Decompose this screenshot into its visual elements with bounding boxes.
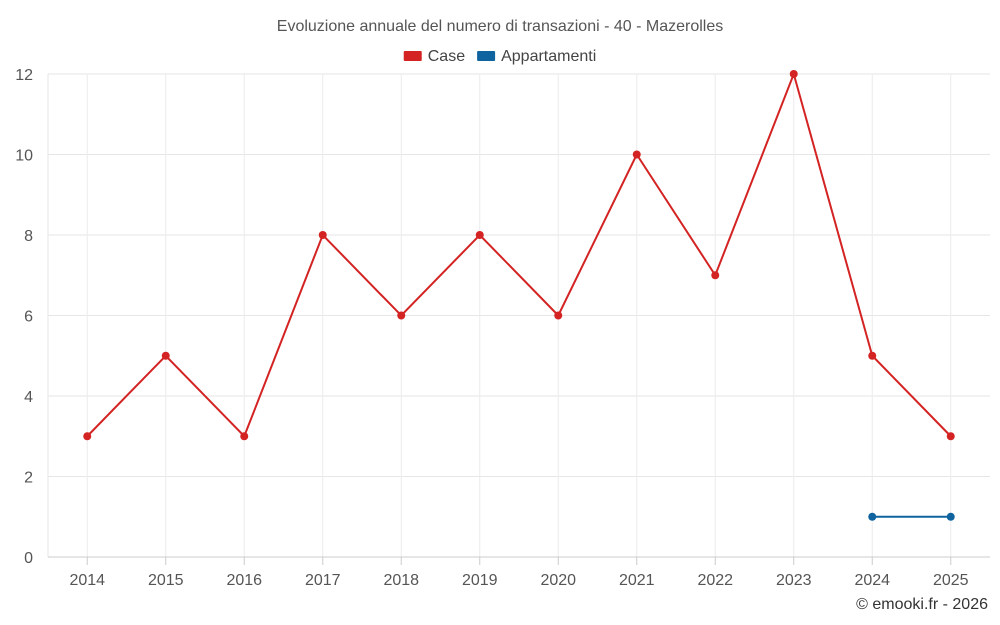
axes: 0 2 4 6 8 10 12 2014 2015 2016 2017 2018 2019 2020 202…: [15, 67, 990, 589]
data-point-case[interactable]: [161, 351, 170, 360]
legend-label-case[interactable]: Case: [428, 48, 465, 65]
data-point-case[interactable]: [632, 150, 641, 159]
y-tick-label: 12: [15, 67, 33, 84]
y-tick-label: 2: [24, 470, 33, 487]
data-point-case[interactable]: [318, 231, 327, 239]
series-line-case: [86, 70, 952, 439]
legend-label-appartamenti[interactable]: Appartamenti: [501, 48, 596, 65]
y-tick-label: 8: [24, 228, 33, 245]
x-tick-label: 2022: [697, 572, 733, 589]
x-tick-label: 2015: [148, 572, 184, 589]
data-point-case[interactable]: [789, 70, 798, 78]
y-tick-label: 6: [24, 309, 33, 326]
grid: [48, 73, 990, 557]
x-tick-label: 2018: [383, 572, 419, 589]
data-point-case[interactable]: [240, 432, 249, 441]
data-point-case[interactable]: [397, 311, 406, 320]
y-tick-label: 4: [24, 389, 33, 406]
data-point-case[interactable]: [475, 231, 484, 239]
y-tick-label: 0: [24, 550, 33, 567]
data-point-case[interactable]: [554, 311, 563, 320]
legend: Case Appartamenti: [403, 48, 596, 65]
data-point-case[interactable]: [946, 432, 955, 441]
x-tick-label: 2023: [776, 572, 812, 589]
data-point-appartamenti[interactable]: [946, 512, 955, 521]
legend-swatch-case[interactable]: [403, 51, 422, 61]
chart-title: Evoluzione annuale del numero di transaz…: [277, 18, 723, 35]
legend-swatch-appartamenti[interactable]: [477, 51, 496, 61]
data-point-appartamenti[interactable]: [868, 512, 877, 521]
series-group: [83, 70, 955, 521]
data-point-case[interactable]: [711, 271, 720, 280]
x-tick-label: 2017: [305, 572, 341, 589]
x-tick-label: 2021: [619, 572, 655, 589]
x-tick-label: 2016: [226, 572, 262, 589]
y-tick-label: 10: [15, 148, 33, 165]
x-tick-label: 2025: [933, 572, 969, 589]
x-tick-label: 2019: [462, 572, 498, 589]
credit-text: © emooki.fr - 2026: [856, 596, 988, 613]
data-point-case[interactable]: [83, 432, 92, 441]
x-tick-label: 2020: [540, 572, 576, 589]
x-tick-label: 2014: [69, 572, 105, 589]
data-point-case[interactable]: [868, 351, 877, 360]
x-tick-label: 2024: [854, 572, 890, 589]
